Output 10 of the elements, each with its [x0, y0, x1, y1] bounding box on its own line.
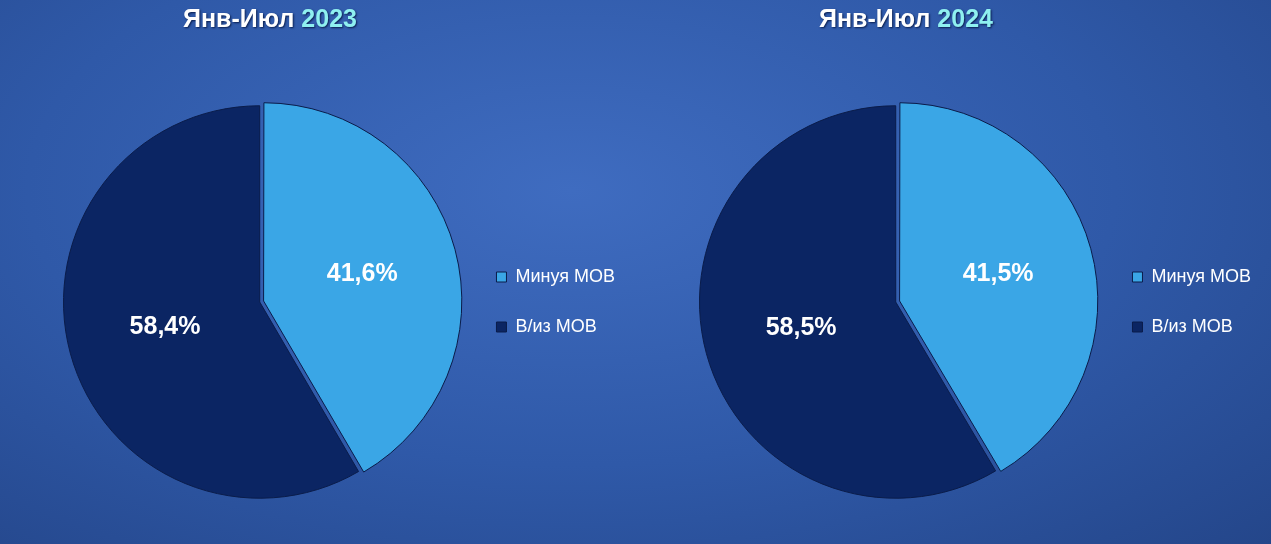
legend-label: Минуя МОВ: [1151, 265, 1252, 286]
chart-title: Янв-Июл 2024: [818, 4, 994, 33]
data-label: 41,6%: [326, 258, 398, 287]
data-label: 58,4%: [129, 311, 201, 340]
legend-label: В/из МОВ: [1151, 315, 1233, 336]
legend-label: Минуя МОВ: [515, 265, 616, 286]
data-label: 58,5%: [765, 311, 837, 340]
chart-title: Янв-Июл 2023: [182, 4, 358, 33]
legend-label: В/из МОВ: [515, 315, 597, 336]
data-label: 41,5%: [962, 257, 1034, 286]
